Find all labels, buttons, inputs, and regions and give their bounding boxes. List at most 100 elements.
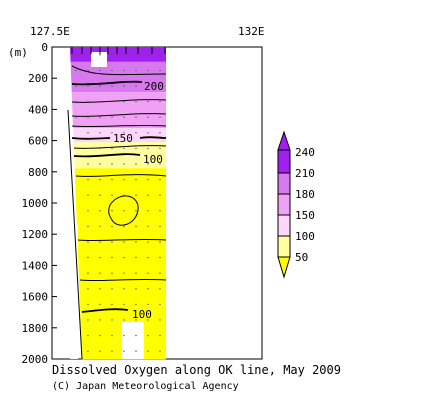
sample-point	[111, 225, 113, 228]
sample-point	[147, 303, 149, 306]
sample-point	[159, 100, 161, 103]
sample-point	[111, 85, 113, 87]
sample-point	[87, 116, 89, 118]
y-tick-label-1800: 1800	[22, 322, 49, 335]
sample-point	[135, 241, 137, 243]
contour-3	[71, 113, 167, 117]
sample-point	[147, 288, 149, 290]
sample-point	[159, 69, 161, 72]
colorbar-segment-3	[277, 214, 291, 237]
sample-point	[147, 350, 149, 352]
sample-point	[135, 85, 137, 87]
gap-0	[91, 52, 107, 67]
sample-point	[111, 210, 113, 212]
sample-point	[147, 54, 149, 56]
sample-point	[111, 319, 113, 321]
sample-point	[123, 225, 125, 228]
sample-point	[123, 303, 125, 306]
sample-point	[87, 163, 89, 165]
colorbar-segment-1	[277, 172, 291, 195]
colorbar-label-150: 150	[295, 209, 315, 222]
sample-point	[99, 69, 101, 72]
sample-point	[99, 272, 101, 274]
sample-point	[87, 210, 89, 212]
sample-point	[123, 350, 125, 352]
contour-13	[81, 308, 129, 313]
colorbar-bottom-arrow	[277, 256, 291, 279]
chart-title: Dissolved Oxygen along OK line, May 2009	[52, 363, 341, 377]
y-axis: 0 200 400 600 800 1000 1200 1400 1600 1800 2000	[22, 41, 57, 366]
colorbar-label-240: 240	[295, 146, 315, 159]
sample-point	[111, 272, 113, 274]
sample-point	[159, 132, 161, 134]
colorbar-segment-0	[277, 149, 291, 174]
sample-point	[135, 194, 137, 196]
sample-point	[147, 194, 149, 196]
sample-point	[135, 272, 137, 274]
sample-point	[99, 288, 101, 290]
sample-point	[87, 256, 89, 259]
sample-point	[123, 319, 125, 321]
y-tick-label-1600: 1600	[22, 291, 49, 304]
sample-point	[111, 116, 113, 118]
contour-labels: 200 150 100 100	[113, 80, 164, 321]
contour-label-100-upper: 100	[143, 153, 163, 166]
sample-point	[147, 210, 149, 212]
sample-point	[159, 54, 161, 56]
contour-8	[73, 153, 141, 158]
sample-point	[147, 178, 149, 181]
sample-point	[159, 319, 161, 321]
sample-point	[123, 132, 125, 134]
sample-point	[99, 132, 101, 134]
sample-point	[135, 288, 137, 290]
sample-point	[99, 210, 101, 212]
contour-9	[75, 174, 167, 177]
colorbar-label-100: 100	[295, 230, 315, 243]
sample-point	[99, 334, 101, 337]
sample-point	[147, 225, 149, 228]
sample-point	[87, 178, 89, 181]
sample-point	[135, 256, 137, 259]
sample-point	[135, 116, 137, 118]
sample-point	[123, 85, 125, 87]
sample-point	[159, 194, 161, 196]
y-tick-label-200: 200	[28, 72, 48, 85]
y-tick-label-600: 600	[28, 135, 48, 148]
sample-point	[135, 54, 137, 56]
sample-point	[123, 256, 125, 259]
sample-point	[87, 241, 89, 243]
contour-12	[79, 278, 167, 282]
contour-4	[71, 124, 167, 128]
sample-point	[159, 210, 161, 212]
sample-point	[111, 147, 113, 150]
contour-label-200: 200	[144, 80, 164, 93]
colorbar-segment-2	[277, 193, 291, 216]
contour-10	[108, 195, 139, 226]
sample-point	[147, 272, 149, 274]
sample-point	[111, 303, 113, 306]
sample-points	[75, 54, 161, 352]
sample-point	[111, 163, 113, 165]
sample-point	[147, 334, 149, 337]
colorbar-segment-4	[277, 235, 291, 258]
sample-point	[99, 319, 101, 321]
sample-point	[159, 256, 161, 259]
sample-point	[75, 116, 77, 118]
sample-point	[147, 132, 149, 134]
sample-point	[123, 194, 125, 196]
sample-point	[123, 69, 125, 72]
sample-point	[87, 194, 89, 196]
contour-lines	[71, 65, 167, 313]
sample-point	[123, 178, 125, 181]
y-tick-label-1400: 1400	[22, 259, 49, 272]
y-tick-label-1200: 1200	[22, 228, 49, 241]
sample-point	[75, 100, 77, 103]
sample-point	[87, 350, 89, 352]
sample-point	[135, 303, 137, 306]
sample-point	[123, 54, 125, 56]
sample-point	[135, 350, 137, 352]
sample-point	[99, 303, 101, 306]
sample-point	[111, 288, 113, 290]
sample-point	[87, 319, 89, 321]
